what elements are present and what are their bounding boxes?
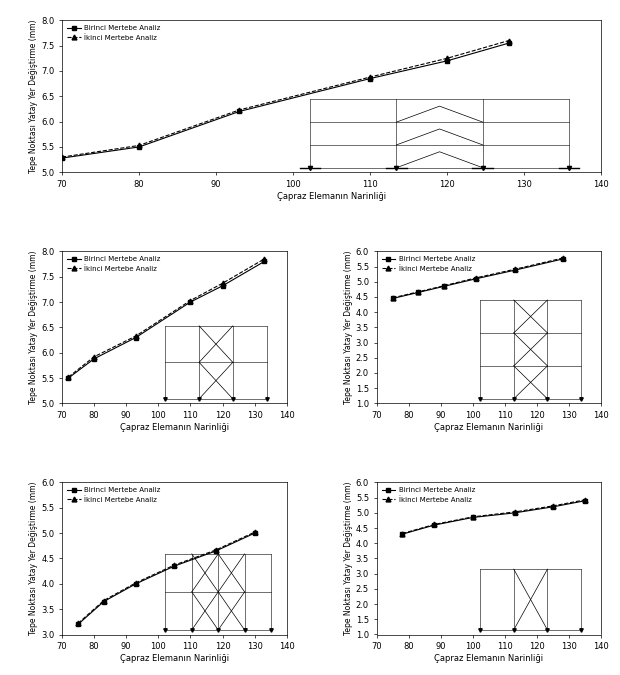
Birinci Mertebe Analiz (132, 333, 140, 342)
Legend: Birinci Mertebe Analiz, İkinci Mertebe Analiz: Birinci Mertebe Analiz, İkinci Mertebe A… (66, 255, 162, 273)
X-axis label: Çapraz Elemanın Narinliği: Çapraz Elemanın Narinliği (277, 192, 386, 200)
İkinci Mertebe Analiz (213, 546, 220, 554)
Line: İkinci Mertebe Analiz: İkinci Mertebe Analiz (60, 38, 511, 159)
Birinci Mertebe Analiz (440, 282, 448, 290)
Birinci Mertebe Analiz (431, 521, 438, 529)
Line: İkinci Mertebe Analiz: İkinci Mertebe Analiz (400, 497, 588, 536)
İkinci Mertebe Analiz (132, 332, 140, 340)
Birinci Mertebe Analiz (511, 509, 518, 517)
Birinci Mertebe Analiz (132, 580, 140, 588)
İkinci Mertebe Analiz (440, 281, 448, 290)
İkinci Mertebe Analiz (74, 619, 82, 627)
Birinci Mertebe Analiz (415, 288, 422, 296)
İkinci Mertebe Analiz (415, 288, 422, 296)
Line: İkinci Mertebe Analiz: İkinci Mertebe Analiz (66, 256, 267, 379)
Line: Birinci Mertebe Analiz: Birinci Mertebe Analiz (390, 256, 565, 301)
Line: Birinci Mertebe Analiz: Birinci Mertebe Analiz (76, 531, 257, 627)
Birinci Mertebe Analiz (236, 107, 243, 115)
Birinci Mertebe Analiz (472, 275, 480, 283)
Birinci Mertebe Analiz (549, 503, 557, 511)
İkinci Mertebe Analiz (472, 274, 480, 282)
Birinci Mertebe Analiz (559, 255, 567, 263)
Birinci Mertebe Analiz (389, 294, 396, 302)
Line: İkinci Mertebe Analiz: İkinci Mertebe Analiz (76, 530, 257, 626)
Line: Birinci Mertebe Analiz: Birinci Mertebe Analiz (66, 259, 267, 381)
Birinci Mertebe Analiz (91, 355, 98, 363)
Line: Birinci Mertebe Analiz: Birinci Mertebe Analiz (400, 498, 588, 537)
İkinci Mertebe Analiz (389, 294, 396, 302)
Birinci Mertebe Analiz (443, 57, 451, 65)
İkinci Mertebe Analiz (135, 141, 143, 149)
Birinci Mertebe Analiz (135, 143, 143, 151)
Birinci Mertebe Analiz (582, 497, 589, 505)
Line: Birinci Mertebe Analiz: Birinci Mertebe Analiz (60, 40, 511, 161)
Y-axis label: Tepe Noktası Yatay Yer Değiştirme (mm): Tepe Noktası Yatay Yer Değiştirme (mm) (344, 482, 353, 635)
İkinci Mertebe Analiz (260, 255, 268, 263)
Legend: Birinci Mertebe Analiz, İkinci Mertebe Analiz: Birinci Mertebe Analiz, İkinci Mertebe A… (66, 24, 162, 43)
X-axis label: Çapraz Elemanın Narinliği: Çapraz Elemanın Narinliği (435, 423, 544, 432)
Y-axis label: Tepe Noktası Yatay Yer Değiştirme (mm): Tepe Noktası Yatay Yer Değiştirme (mm) (29, 482, 38, 635)
Y-axis label: Tepe Noktası Yatay Yer Değiştirme (mm): Tepe Noktası Yatay Yer Değiştirme (mm) (29, 20, 38, 173)
İkinci Mertebe Analiz (170, 561, 178, 569)
X-axis label: Çapraz Elemanın Narinliği: Çapraz Elemanın Narinliği (435, 654, 544, 663)
Birinci Mertebe Analiz (469, 514, 477, 522)
Birinci Mertebe Analiz (58, 154, 66, 162)
Legend: Birinci Mertebe Analiz, İkinci Mertebe Analiz: Birinci Mertebe Analiz, İkinci Mertebe A… (380, 486, 477, 504)
İkinci Mertebe Analiz (511, 265, 518, 273)
İkinci Mertebe Analiz (100, 597, 107, 605)
İkinci Mertebe Analiz (236, 106, 243, 114)
İkinci Mertebe Analiz (549, 502, 557, 510)
Birinci Mertebe Analiz (511, 266, 518, 274)
Birinci Mertebe Analiz (260, 257, 268, 265)
X-axis label: Çapraz Elemanın Narinliği: Çapraz Elemanın Narinliği (120, 654, 229, 663)
Birinci Mertebe Analiz (213, 547, 220, 555)
Birinci Mertebe Analiz (505, 39, 513, 47)
İkinci Mertebe Analiz (366, 73, 374, 81)
İkinci Mertebe Analiz (469, 513, 477, 521)
İkinci Mertebe Analiz (559, 254, 567, 262)
İkinci Mertebe Analiz (582, 495, 589, 504)
Birinci Mertebe Analiz (366, 74, 374, 82)
Birinci Mertebe Analiz (170, 562, 178, 570)
İkinci Mertebe Analiz (443, 54, 451, 62)
Line: İkinci Mertebe Analiz: İkinci Mertebe Analiz (390, 256, 565, 300)
Birinci Mertebe Analiz (399, 530, 406, 538)
Birinci Mertebe Analiz (219, 281, 226, 290)
İkinci Mertebe Analiz (91, 353, 98, 361)
İkinci Mertebe Analiz (187, 296, 194, 304)
İkinci Mertebe Analiz (219, 279, 226, 288)
Y-axis label: Tepe Noktası Yatay Yer Değiştirme (mm): Tepe Noktası Yatay Yer Değiştirme (mm) (344, 250, 353, 404)
Birinci Mertebe Analiz (74, 620, 82, 628)
İkinci Mertebe Analiz (58, 153, 66, 161)
İkinci Mertebe Analiz (132, 578, 140, 587)
İkinci Mertebe Analiz (251, 528, 259, 536)
Birinci Mertebe Analiz (64, 374, 72, 382)
İkinci Mertebe Analiz (505, 36, 513, 45)
İkinci Mertebe Analiz (511, 508, 518, 516)
Birinci Mertebe Analiz (251, 529, 259, 537)
Birinci Mertebe Analiz (187, 298, 194, 306)
X-axis label: Çapraz Elemanın Narinliği: Çapraz Elemanın Narinliği (120, 423, 229, 432)
Y-axis label: Tepe Noktası Yatay Yer Değiştirme (mm): Tepe Noktası Yatay Yer Değiştirme (mm) (29, 250, 38, 404)
Legend: Birinci Mertebe Analiz, İkinci Mertebe Analiz: Birinci Mertebe Analiz, İkinci Mertebe A… (380, 255, 477, 273)
İkinci Mertebe Analiz (64, 373, 72, 381)
Legend: Birinci Mertebe Analiz, İkinci Mertebe Analiz: Birinci Mertebe Analiz, İkinci Mertebe A… (66, 486, 162, 504)
İkinci Mertebe Analiz (399, 529, 406, 537)
İkinci Mertebe Analiz (431, 520, 438, 529)
Birinci Mertebe Analiz (100, 597, 107, 605)
